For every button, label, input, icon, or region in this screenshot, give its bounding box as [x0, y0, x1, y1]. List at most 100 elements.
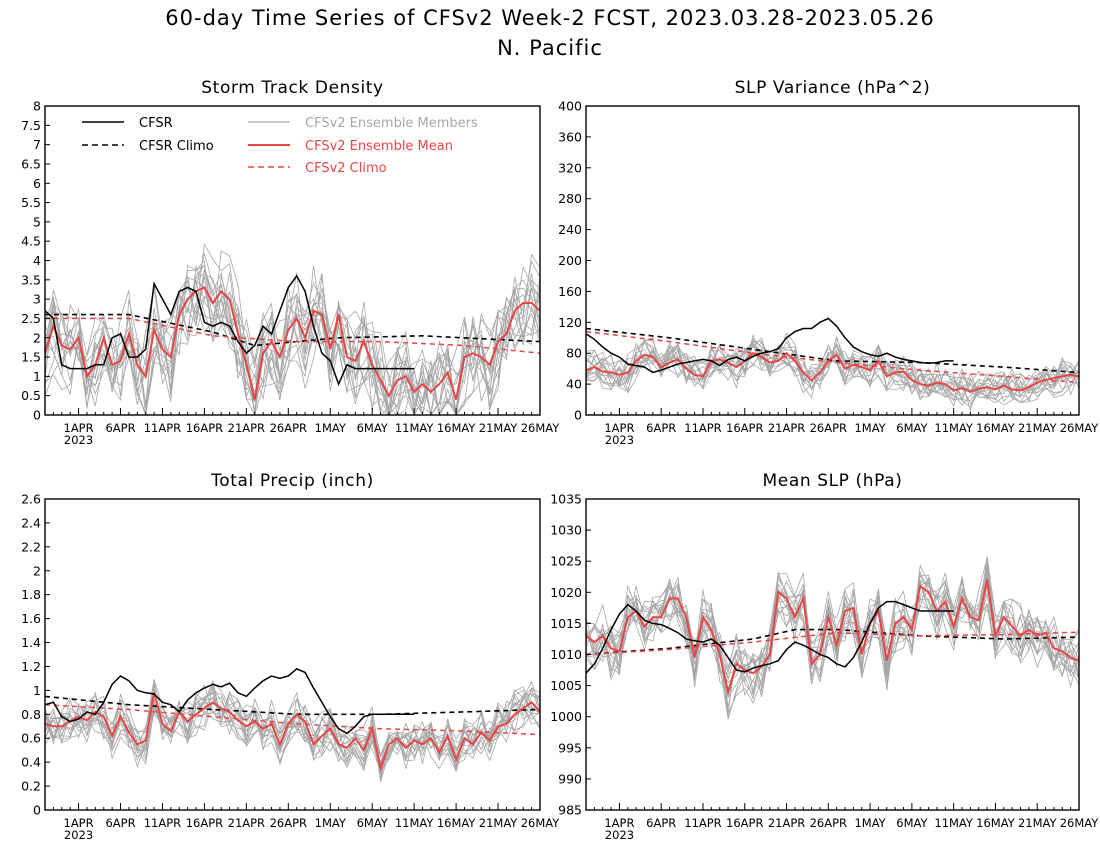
x-year-label: 2023 — [64, 433, 93, 447]
y-tick-label: 0.2 — [21, 779, 41, 794]
figure-subtitle: N. Pacific — [497, 36, 603, 60]
plot-frame — [44, 498, 541, 811]
x-tick-label: 1APR — [64, 816, 94, 830]
y-tick-label: 1.6 — [21, 611, 41, 626]
y-tick-label: 400 — [558, 99, 582, 114]
series-cfsv2-ensemble-mean — [585, 579, 1080, 696]
x-tick-label: 16APR — [186, 816, 223, 830]
y-tick-label: 4 — [33, 253, 41, 268]
y-axis: 985 990 995 1000 1005 1010 1015 1020 1025 1030 103… — [550, 492, 591, 818]
y-tick-label: 1.5 — [21, 350, 41, 365]
x-tick-label: 21MAY — [479, 816, 519, 830]
series-cfsr-climo — [585, 628, 1080, 656]
x-tick-label: 26APR — [810, 421, 847, 435]
legend: CFSR CFSR Climo CFSv2 Ensemble Members C… — [82, 116, 478, 176]
y-tick-label: 2.4 — [21, 515, 41, 530]
x-tick-label: 21APR — [228, 816, 265, 830]
x-year-label: 2023 — [605, 433, 634, 447]
y-tick-label: 1030 — [550, 523, 582, 538]
figure-title: 60-day Time Series of CFSv2 Week-2 FCST,… — [165, 6, 935, 30]
y-tick-label: 3 — [33, 292, 41, 307]
panel-title: Storm Track Density — [201, 78, 383, 98]
panel-storm-track-density: Storm Track Density 0 0.5 1 1.5 2 2.5 3 3.5 4 4.5 5… — [21, 78, 560, 447]
y-tick-label: 1025 — [550, 554, 582, 569]
y-tick-label: 1000 — [550, 709, 582, 724]
x-tick-label: 11MAY — [395, 816, 435, 830]
ensemble-member-line — [44, 696, 541, 775]
x-tick-label: 26APR — [270, 421, 307, 435]
y-tick-label: 320 — [558, 160, 582, 175]
x-tick-label: 21MAY — [1018, 421, 1058, 435]
y-tick-label: 985 — [558, 803, 582, 818]
x-tick-label: 6MAY — [896, 816, 928, 830]
y-tick-label: 2 — [33, 563, 41, 578]
x-tick-label: 1MAY — [315, 421, 347, 435]
series-cfsr-climo — [585, 327, 1080, 374]
ensemble-member-line — [585, 568, 1080, 682]
y-tick-label: 7.5 — [21, 118, 41, 133]
panel-title: SLP Variance (hPa^2) — [735, 78, 931, 98]
y-tick-label: 8 — [33, 99, 41, 114]
plot-frame — [44, 105, 541, 416]
ensemble-members — [44, 242, 541, 417]
series-cfsr-climo — [45, 313, 541, 347]
x-tick-label: 11APR — [684, 421, 721, 435]
x-tick-label: 16APR — [726, 816, 763, 830]
y-tick-label: 1005 — [550, 678, 582, 693]
y-tick-label: 995 — [558, 740, 582, 755]
y-tick-label: 1.2 — [21, 659, 41, 674]
y-tick-label: 7 — [33, 137, 41, 152]
x-tick-label: 1MAY — [854, 816, 886, 830]
x-tick-label: 6APR — [105, 421, 135, 435]
series-cfsr — [585, 317, 954, 374]
y-axis: 0 0.5 1 1.5 2 2.5 3 3.5 4 4.5 5 5.5 6 6.5 7 7.5 8 — [21, 99, 50, 423]
ensemble-members — [585, 556, 1080, 720]
x-tick-label: 26MAY — [521, 816, 561, 830]
legend-members-label: CFSv2 Ensemble Members — [305, 116, 478, 131]
series-cfsr — [44, 668, 415, 735]
x-tick-label: 16MAY — [437, 816, 477, 830]
series-cfsv2-climo — [585, 330, 1080, 384]
x-tick-label: 26MAY — [1060, 421, 1100, 435]
y-tick-label: 360 — [558, 129, 582, 144]
x-tick-label: 16MAY — [976, 816, 1016, 830]
legend-cfsr-label: CFSR — [139, 116, 173, 131]
x-tick-label: 11APR — [144, 421, 181, 435]
series-cfsv2-climo — [585, 631, 1080, 656]
y-tick-label: 3.5 — [21, 272, 41, 287]
x-tick-label: 21APR — [228, 421, 265, 435]
x-axis: 1APR 6APR 11APR 16APR 21APR 26APR 1MAY 6MAY 11MA… — [44, 408, 561, 447]
y-tick-label: 0.8 — [21, 707, 41, 722]
series-cfsv2-ensemble-mean — [44, 692, 541, 772]
ensemble-member-line — [44, 250, 541, 416]
y-tick-label: 40 — [566, 377, 582, 392]
series-cfsr — [585, 600, 954, 674]
x-tick-label: 16MAY — [437, 421, 477, 435]
ensemble-member-line — [44, 679, 541, 759]
x-tick-label: 21APR — [768, 421, 805, 435]
y-tick-label: 1 — [33, 369, 41, 384]
ensemble-member-line — [44, 685, 541, 783]
y-tick-label: 120 — [558, 315, 582, 330]
x-tick-label: 21MAY — [1018, 816, 1058, 830]
panel-title: Total Precip (inch) — [210, 471, 374, 491]
y-tick-label: 2 — [33, 330, 41, 345]
y-tick-label: 1.8 — [21, 587, 41, 602]
y-tick-label: 280 — [558, 191, 582, 206]
y-tick-label: 2.5 — [21, 311, 41, 326]
y-tick-label: 200 — [558, 253, 582, 268]
y-tick-label: 1 — [33, 683, 41, 698]
x-tick-label: 1APR — [64, 421, 94, 435]
legend-ens-mean-label: CFSv2 Ensemble Mean — [305, 139, 453, 154]
x-axis: 1APR 6APR 11APR 16APR 21APR 26APR 1MAY 6MAY 11MA… — [585, 408, 1100, 447]
y-tick-label: 990 — [558, 771, 582, 786]
y-axis: 0 40 80 120 160 200 240 280 320 360 400 — [558, 99, 591, 423]
ensemble-member-line — [585, 576, 1080, 698]
x-tick-label: 6APR — [105, 816, 135, 830]
x-tick-label: 1MAY — [315, 816, 347, 830]
series-cfsv2-climo — [44, 703, 541, 736]
x-tick-label: 11APR — [144, 816, 181, 830]
x-tick-label: 26MAY — [521, 421, 561, 435]
series-cfsr — [44, 274, 415, 387]
